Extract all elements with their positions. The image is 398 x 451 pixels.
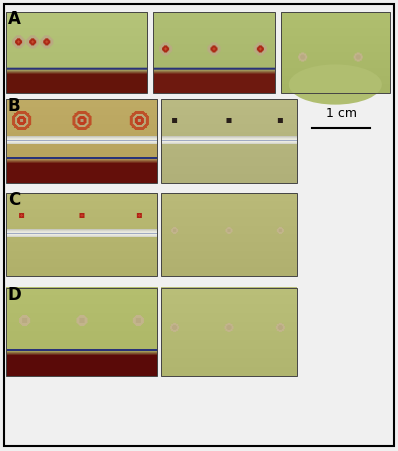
Bar <box>161 100 297 184</box>
Bar <box>161 288 297 377</box>
Bar <box>153 13 275 93</box>
Bar <box>6 193 157 276</box>
Text: A: A <box>8 10 21 28</box>
Text: D: D <box>8 285 22 303</box>
Bar <box>161 193 297 276</box>
Text: B: B <box>8 97 21 115</box>
Bar <box>6 288 157 377</box>
Bar <box>6 100 157 184</box>
Ellipse shape <box>289 65 382 106</box>
Text: 1 cm: 1 cm <box>326 106 357 120</box>
Bar <box>6 13 147 93</box>
Bar <box>281 13 390 93</box>
Text: C: C <box>8 190 20 208</box>
